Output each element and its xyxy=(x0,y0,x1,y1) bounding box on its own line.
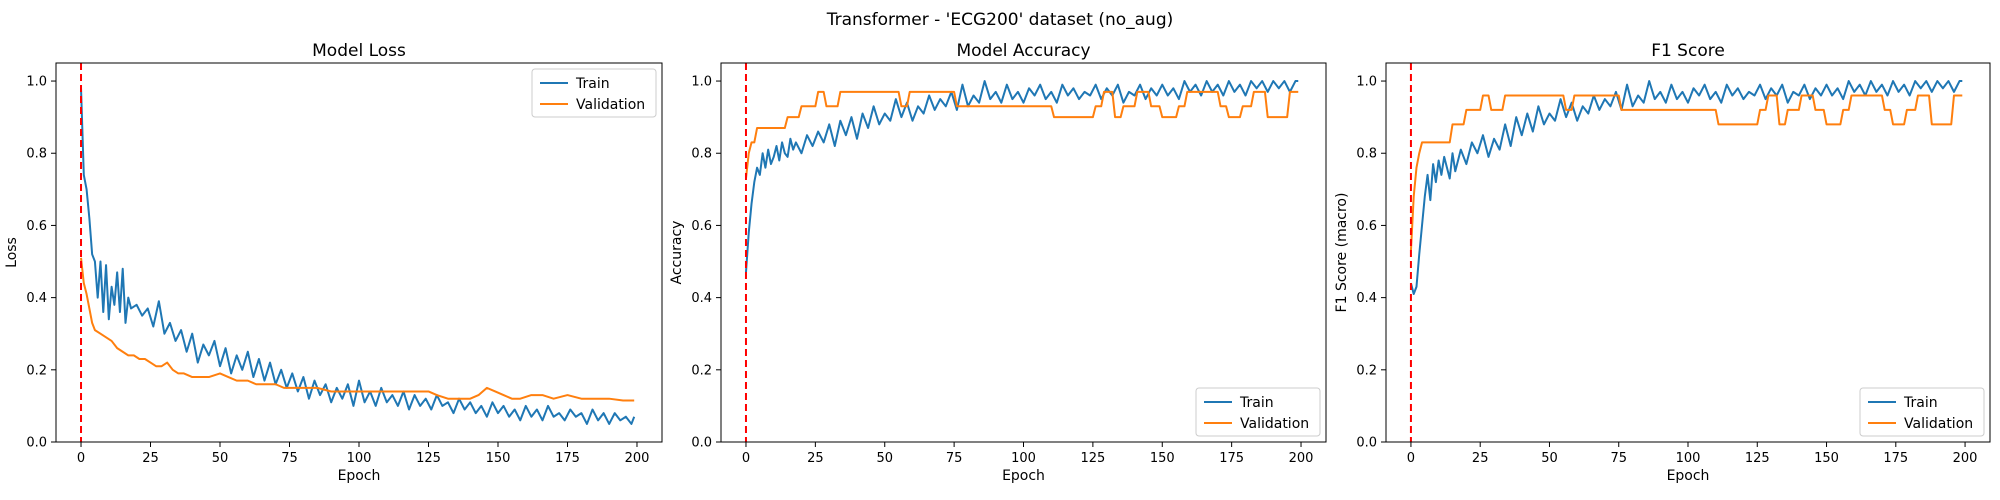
x-tick-label: 0 xyxy=(1407,451,1415,466)
y-tick-label: 0.2 xyxy=(26,363,47,378)
plot-area xyxy=(80,63,636,442)
x-tick-label: 25 xyxy=(1472,451,1489,466)
series-line-validation xyxy=(1409,94,1963,251)
y-tick-label: 1.0 xyxy=(691,75,712,90)
y-tick-label: 0.4 xyxy=(26,291,47,306)
x-tick-label: 75 xyxy=(1610,451,1627,466)
x-tick-label: 175 xyxy=(555,451,580,466)
x-axis-label: Epoch xyxy=(338,468,381,484)
x-tick-label: 200 xyxy=(1289,451,1314,466)
x-tick-label: 100 xyxy=(347,451,372,466)
legend-label-train: Train xyxy=(1239,395,1274,411)
axes-frame xyxy=(1385,62,1991,443)
plot-area xyxy=(744,63,1299,442)
x-tick-label: 0 xyxy=(742,451,750,466)
x-tick-label: 150 xyxy=(1150,451,1175,466)
series-line-train xyxy=(80,88,636,425)
x-tick-label: 100 xyxy=(1676,451,1701,466)
plot-area xyxy=(1409,63,1963,442)
x-tick-label: 125 xyxy=(416,451,441,466)
legend-label-train: Train xyxy=(1903,395,1938,411)
y-tick-label: 0.0 xyxy=(691,436,712,451)
y-tick-label: 0.6 xyxy=(691,219,712,234)
legend-label-train: Train xyxy=(575,76,610,92)
x-axis-label: Epoch xyxy=(1667,468,1710,484)
y-tick-label: 0.6 xyxy=(1356,219,1377,234)
legend: Train Validation xyxy=(531,68,657,118)
x-tick-label: 0 xyxy=(77,451,85,466)
x-tick-label: 75 xyxy=(946,451,963,466)
y-tick-label: 0.4 xyxy=(1356,291,1377,306)
x-tick-label: 50 xyxy=(212,451,229,466)
figure-suptitle: Transformer - 'ECG200' dataset (no_aug) xyxy=(826,10,1174,30)
x-tick-label: 200 xyxy=(1953,451,1978,466)
series-line-validation xyxy=(744,90,1299,179)
x-tick-label: 125 xyxy=(1080,451,1105,466)
x-tick-label: 125 xyxy=(1745,451,1770,466)
y-tick-label: 0.8 xyxy=(691,147,712,162)
chart-panel-1: Model Loss 0 25 50 75 100 125 150 175 200 0.0 0.2 0.… xyxy=(4,41,663,484)
chart-title: Model Accuracy xyxy=(956,41,1090,61)
series-line-validation xyxy=(80,257,635,402)
series-line-train xyxy=(744,80,1299,273)
y-tick-label: 0.6 xyxy=(26,219,47,234)
y-tick-label: 0.2 xyxy=(691,363,712,378)
y-tick-label: 0.0 xyxy=(1356,436,1377,451)
x-tick-label: 175 xyxy=(1219,451,1244,466)
x-axis-label: Epoch xyxy=(1002,468,1045,484)
x-tick-label: 25 xyxy=(807,451,824,466)
axes-frame xyxy=(55,62,663,443)
legend: Train Validation xyxy=(1859,387,1985,437)
axes-frame xyxy=(720,62,1327,443)
y-tick-label: 1.0 xyxy=(1356,75,1377,90)
y-tick-label: 0.0 xyxy=(26,436,47,451)
x-tick-label: 200 xyxy=(625,451,650,466)
chart-panel-2: Model Accuracy 0 25 50 75 100 125 150 175 200 0.0 0… xyxy=(669,41,1327,484)
y-tick-label: 0.2 xyxy=(1356,363,1377,378)
x-tick-label: 150 xyxy=(486,451,511,466)
chart-panel-3: F1 Score 0 25 50 75 100 125 150 175 200 0.0 0.2 0.4 0… xyxy=(1334,41,1991,484)
legend-label-validation: Validation xyxy=(576,97,645,113)
y-tick-label: 0.4 xyxy=(691,291,712,306)
chart-title: Model Loss xyxy=(312,41,406,61)
x-tick-label: 175 xyxy=(1883,451,1908,466)
y-axis-label: F1 Score (macro) xyxy=(1334,193,1350,313)
y-axis-label: Accuracy xyxy=(669,221,685,285)
y-axis-label: Loss xyxy=(4,237,20,268)
x-tick-label: 25 xyxy=(142,451,159,466)
legend-label-validation: Validation xyxy=(1904,416,1973,432)
x-tick-label: 75 xyxy=(281,451,298,466)
x-tick-label: 150 xyxy=(1814,451,1839,466)
legend-label-validation: Validation xyxy=(1240,416,1309,432)
x-tick-label: 100 xyxy=(1011,451,1036,466)
y-tick-label: 0.8 xyxy=(1356,147,1377,162)
x-tick-label: 50 xyxy=(876,451,893,466)
y-tick-label: 1.0 xyxy=(26,75,47,90)
y-tick-label: 0.8 xyxy=(26,147,47,162)
x-tick-label: 50 xyxy=(1541,451,1558,466)
chart-title: F1 Score xyxy=(1651,41,1725,61)
legend: Train Validation xyxy=(1195,387,1321,437)
series-line-train xyxy=(1409,80,1963,296)
